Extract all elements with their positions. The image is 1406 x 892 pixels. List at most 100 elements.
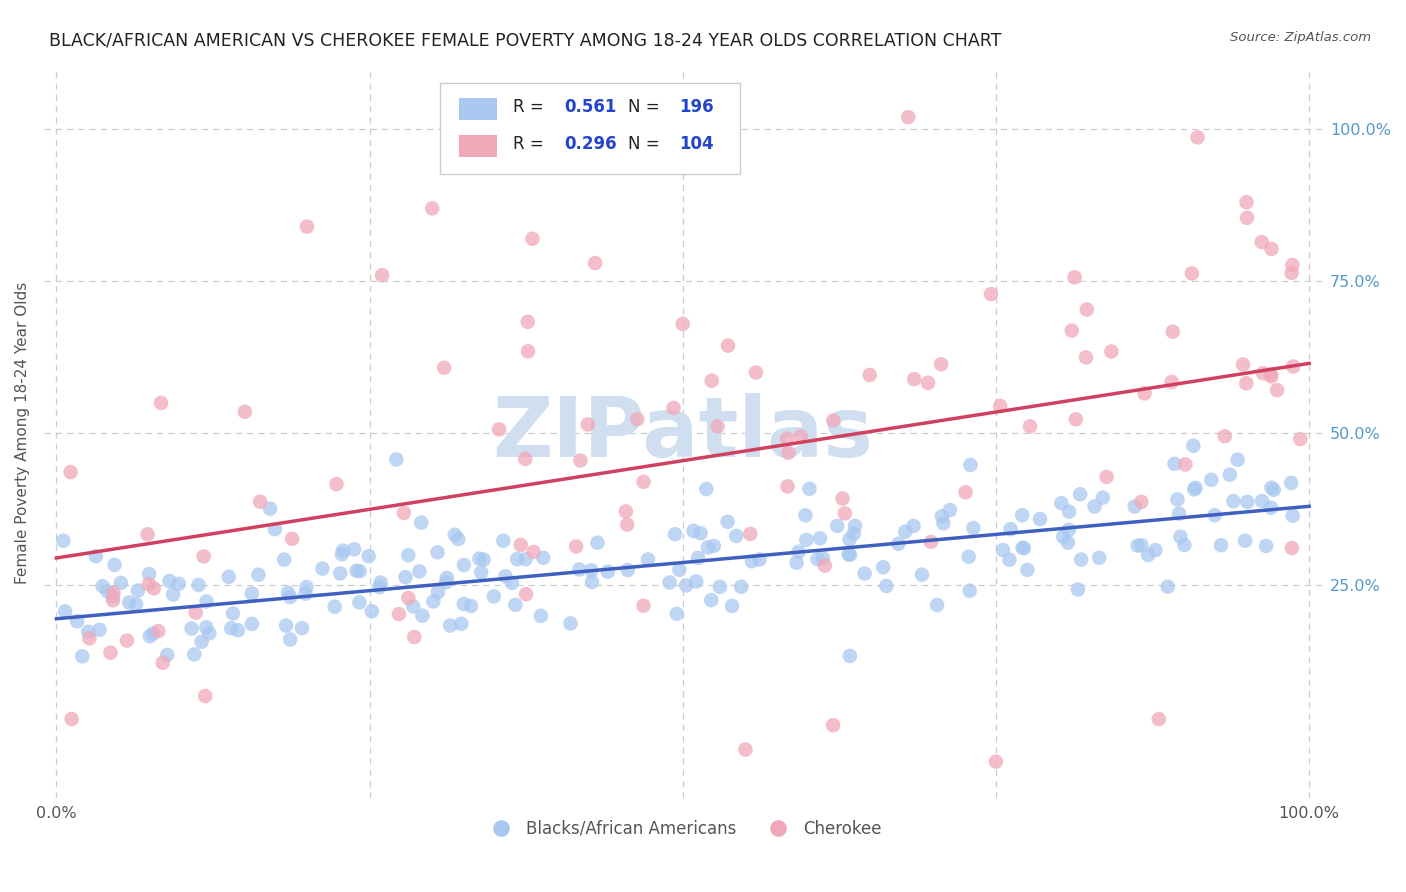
Point <box>198 626 221 640</box>
Point <box>717 338 740 352</box>
Point <box>1074 351 1097 365</box>
Point <box>325 477 347 491</box>
Point <box>787 545 810 559</box>
Point <box>1076 302 1098 317</box>
Point <box>281 532 304 546</box>
Point <box>716 515 738 529</box>
Point <box>460 599 482 613</box>
Point <box>311 561 333 575</box>
Point <box>516 315 538 329</box>
Point <box>1057 523 1080 537</box>
Point <box>872 560 894 574</box>
Point <box>748 552 770 566</box>
Point <box>370 575 392 590</box>
Point <box>658 575 681 590</box>
Point <box>101 593 124 607</box>
Point <box>427 585 450 599</box>
Point <box>614 504 637 518</box>
Point <box>633 599 655 613</box>
Point <box>434 575 457 590</box>
Point <box>263 522 285 536</box>
Point <box>522 232 544 246</box>
Point <box>349 595 371 609</box>
Point <box>778 446 800 460</box>
Point <box>411 608 433 623</box>
Point <box>703 539 725 553</box>
Point <box>1091 491 1114 505</box>
Point <box>426 545 449 559</box>
Point <box>422 594 444 608</box>
Point <box>844 519 866 533</box>
Point <box>329 566 352 581</box>
Point <box>501 576 523 591</box>
Point <box>1281 508 1303 523</box>
Point <box>1236 495 1258 509</box>
Point <box>1017 563 1039 577</box>
Point <box>991 543 1014 558</box>
Point <box>741 554 763 568</box>
Point <box>332 543 354 558</box>
Point <box>633 475 655 489</box>
Point <box>240 586 263 600</box>
Point <box>740 527 762 541</box>
Point <box>1289 432 1312 446</box>
Point <box>1130 495 1153 509</box>
Point <box>1064 412 1087 426</box>
Point <box>789 429 811 443</box>
Point <box>794 508 817 523</box>
Point <box>349 564 371 578</box>
Point <box>1265 383 1288 397</box>
Point <box>96 584 118 599</box>
Point <box>138 577 160 591</box>
Point <box>583 256 606 270</box>
Point <box>897 110 920 124</box>
Point <box>586 535 609 549</box>
Point <box>1166 492 1188 507</box>
Point <box>470 566 492 580</box>
Point <box>439 618 461 632</box>
Point <box>408 565 430 579</box>
Point <box>70 649 93 664</box>
Point <box>52 533 75 548</box>
Point <box>806 552 828 566</box>
Point <box>1260 500 1282 515</box>
Point <box>1222 494 1244 508</box>
Text: 0.561: 0.561 <box>564 98 616 116</box>
Point <box>1050 496 1073 510</box>
Point <box>838 533 860 547</box>
Point <box>709 580 731 594</box>
Point <box>1236 195 1258 210</box>
Point <box>581 574 603 589</box>
Point <box>1052 530 1074 544</box>
Point <box>1181 267 1204 281</box>
Point <box>616 563 638 577</box>
Point <box>218 570 240 584</box>
Point <box>295 219 318 234</box>
Point <box>1213 429 1236 443</box>
Point <box>343 542 366 557</box>
Point <box>530 608 553 623</box>
Point <box>662 401 685 415</box>
Point <box>110 575 132 590</box>
Point <box>1063 270 1085 285</box>
Point <box>368 580 391 594</box>
Point <box>1060 324 1083 338</box>
Point <box>1157 580 1180 594</box>
Point <box>1263 483 1285 497</box>
Point <box>1123 500 1146 514</box>
Point <box>689 526 711 541</box>
Point <box>1144 543 1167 558</box>
Point <box>1057 505 1080 519</box>
Point <box>565 540 588 554</box>
Point <box>675 578 697 592</box>
Point <box>91 579 114 593</box>
Point <box>278 632 301 647</box>
Point <box>682 524 704 538</box>
Point <box>184 606 207 620</box>
Point <box>194 689 217 703</box>
Point <box>443 528 465 542</box>
Point <box>1184 481 1206 495</box>
Point <box>776 432 799 446</box>
Point <box>894 524 917 539</box>
Point <box>700 374 723 388</box>
